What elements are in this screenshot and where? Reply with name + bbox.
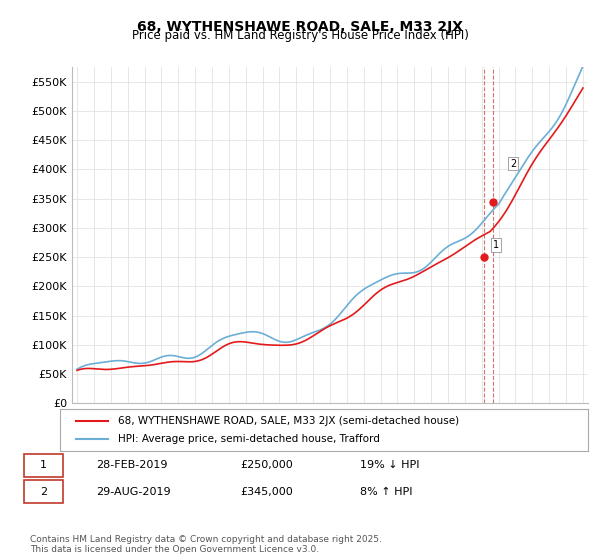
Text: 29-AUG-2019: 29-AUG-2019	[96, 487, 170, 497]
Text: 68, WYTHENSHAWE ROAD, SALE, M33 2JX: 68, WYTHENSHAWE ROAD, SALE, M33 2JX	[137, 20, 463, 34]
Text: £345,000: £345,000	[240, 487, 293, 497]
Text: 8% ↑ HPI: 8% ↑ HPI	[360, 487, 413, 497]
FancyBboxPatch shape	[24, 480, 63, 503]
Text: 1: 1	[40, 460, 47, 470]
Text: HPI: Average price, semi-detached house, Trafford: HPI: Average price, semi-detached house,…	[118, 434, 380, 444]
Text: Contains HM Land Registry data © Crown copyright and database right 2025.
This d: Contains HM Land Registry data © Crown c…	[30, 535, 382, 554]
Text: 28-FEB-2019: 28-FEB-2019	[96, 460, 167, 470]
Text: 19% ↓ HPI: 19% ↓ HPI	[360, 460, 419, 470]
Text: 1: 1	[493, 240, 499, 250]
Text: £250,000: £250,000	[240, 460, 293, 470]
Text: Price paid vs. HM Land Registry's House Price Index (HPI): Price paid vs. HM Land Registry's House …	[131, 29, 469, 42]
Text: 68, WYTHENSHAWE ROAD, SALE, M33 2JX (semi-detached house): 68, WYTHENSHAWE ROAD, SALE, M33 2JX (sem…	[118, 416, 459, 426]
Text: 2: 2	[510, 158, 516, 169]
FancyBboxPatch shape	[24, 454, 63, 477]
Text: 2: 2	[40, 487, 47, 497]
